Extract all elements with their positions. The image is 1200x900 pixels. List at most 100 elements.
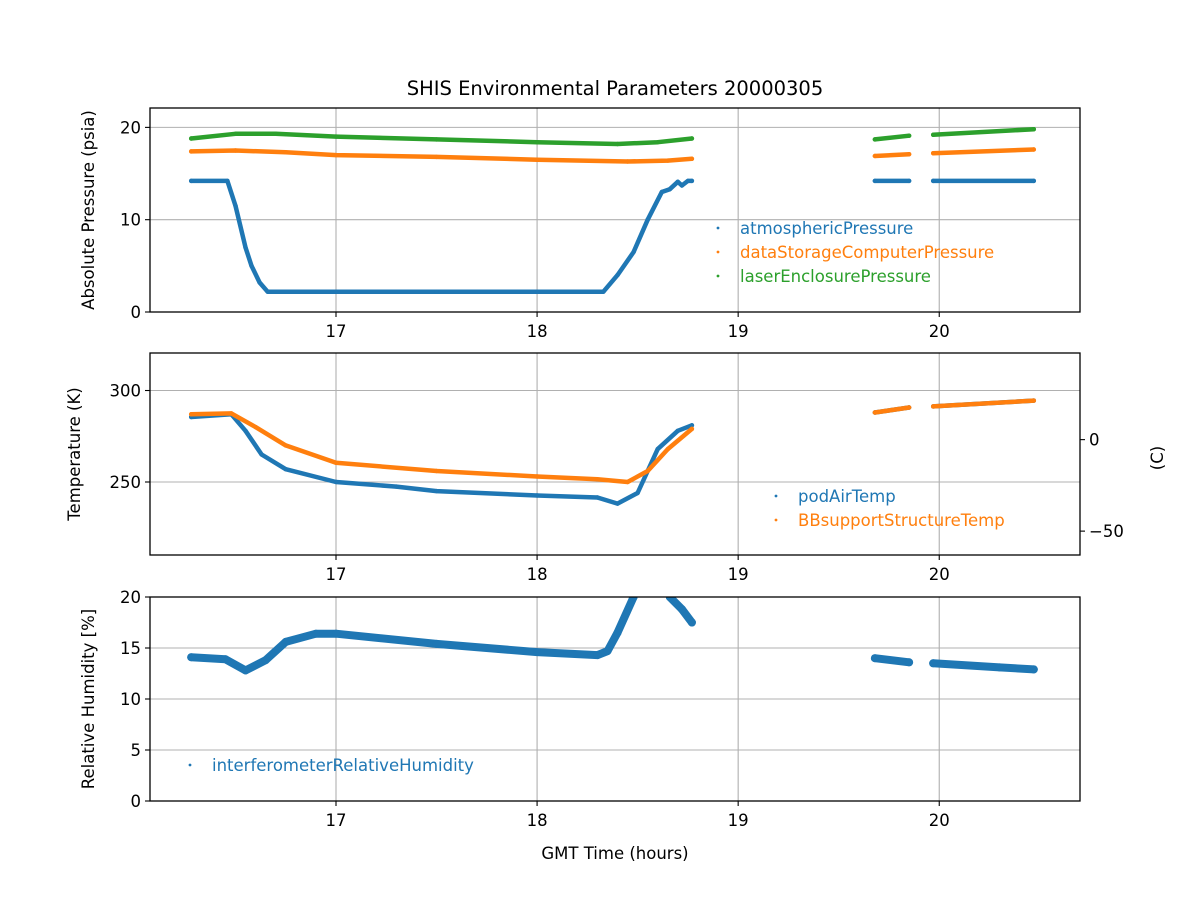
data-point [635,490,640,496]
data-point [645,217,650,222]
data-point [665,597,674,601]
data-point [595,477,600,482]
axes-frame [149,352,1081,556]
data-point [685,178,691,184]
data-point [870,654,879,663]
data-point [187,653,196,662]
data-point [534,289,540,294]
data-point [434,137,439,142]
x-tick-label: 19 [728,322,749,341]
y-tick-label: 300 [110,382,142,401]
data-point [906,178,912,184]
series-trace-BBsupportStructureTemp [872,405,912,415]
data-point [283,443,288,448]
data-point [281,637,290,646]
data-point [233,203,238,208]
legend: interferometerRelativeHumidity [188,756,474,775]
y-right-tick-label: 0 [1089,431,1100,450]
data-point [333,134,339,139]
data-point [872,137,878,142]
data-point [434,154,439,160]
x-tick-label: 18 [527,565,548,584]
data-point [283,467,288,472]
legend-marker [716,250,720,254]
panel-pressure: 17 18 19 20 0 10 20 Absolute Pressure (psia) atm… [79,107,1081,341]
data-point [595,495,600,500]
data-point [625,159,630,164]
x-tick-label: 20 [929,322,950,341]
legend-marker [716,226,720,230]
data-point [189,149,194,154]
data-point [259,452,264,457]
data-point [689,156,695,161]
data-point [1031,178,1037,184]
series-trace-BBsupportStructureTemp [930,398,1037,409]
data-point [394,484,399,489]
legend-entry: atmosphericPressure [740,219,913,238]
data-point [243,428,248,433]
y-tick-label: 15 [120,639,141,658]
series-trace-dataStorageComputerPressure [930,147,1037,156]
axes-frame [149,107,1081,313]
data-point [333,289,339,294]
data-point [189,136,194,141]
data-point [689,423,695,428]
data-point [1031,147,1037,152]
data-point [872,410,878,415]
data-point [689,426,695,432]
data-point [253,424,258,430]
legend: podAirTemp BBsupportStructureTemp [774,487,1005,530]
y-axis-label: Relative Humidity [%] [79,609,98,789]
legend-entry: BBsupportStructureTemp [798,511,1005,530]
y-tick-label: 0 [131,303,142,322]
data-point [931,178,936,184]
data-point [655,446,660,452]
y-right-axis-label: (C) [1148,446,1167,470]
data-point [615,272,620,278]
x-tick-label: 20 [929,811,950,830]
legend-marker [774,518,778,522]
data-point [601,289,606,294]
series-trace-dataStorageComputerPressure [872,151,912,159]
x-tick-label: 17 [326,565,347,584]
data-point [872,153,878,159]
y-axis-label: Absolute Pressure (psia) [79,110,98,310]
data-point [1031,398,1037,403]
series-trace-laserEnclosurePressure [930,126,1037,138]
chart-title: SHIS Environmental Parameters 20000305 [407,77,824,100]
data-point [905,658,914,667]
y-right-tick-label: −50 [1089,522,1124,541]
data-point [233,131,238,136]
legend-marker [188,763,192,767]
data-point [906,152,912,157]
y-tick-label: 10 [120,690,141,709]
data-point [655,140,660,145]
data-point [332,629,340,638]
data-point [283,150,288,155]
legend-entry: interferometerRelativeHumidity [212,756,474,775]
data-point [261,656,270,665]
data-point [434,468,439,474]
x-tick-label: 18 [527,811,548,830]
legend-marker [774,494,778,498]
data-point [1031,127,1037,132]
x-tick-label: 20 [929,565,950,584]
series-trace-interferometerRelativeHumidity [929,659,1038,674]
series-trace-laserEnclosurePressure [872,133,912,142]
data-point [995,663,1004,672]
series-trace-dataStorageComputerPressure [188,148,695,164]
data-point [189,412,194,417]
data-point [221,655,230,664]
data-point [625,479,630,485]
y-tick-label: 10 [120,211,141,230]
data-point [629,597,638,601]
data-point [872,178,878,184]
data-point [631,249,636,255]
data-point [689,178,695,184]
data-point [333,152,339,158]
data-point [679,183,685,188]
data-point [432,639,441,648]
x-axis-label: GMT Time (hours) [541,844,688,863]
data-point [534,474,540,479]
